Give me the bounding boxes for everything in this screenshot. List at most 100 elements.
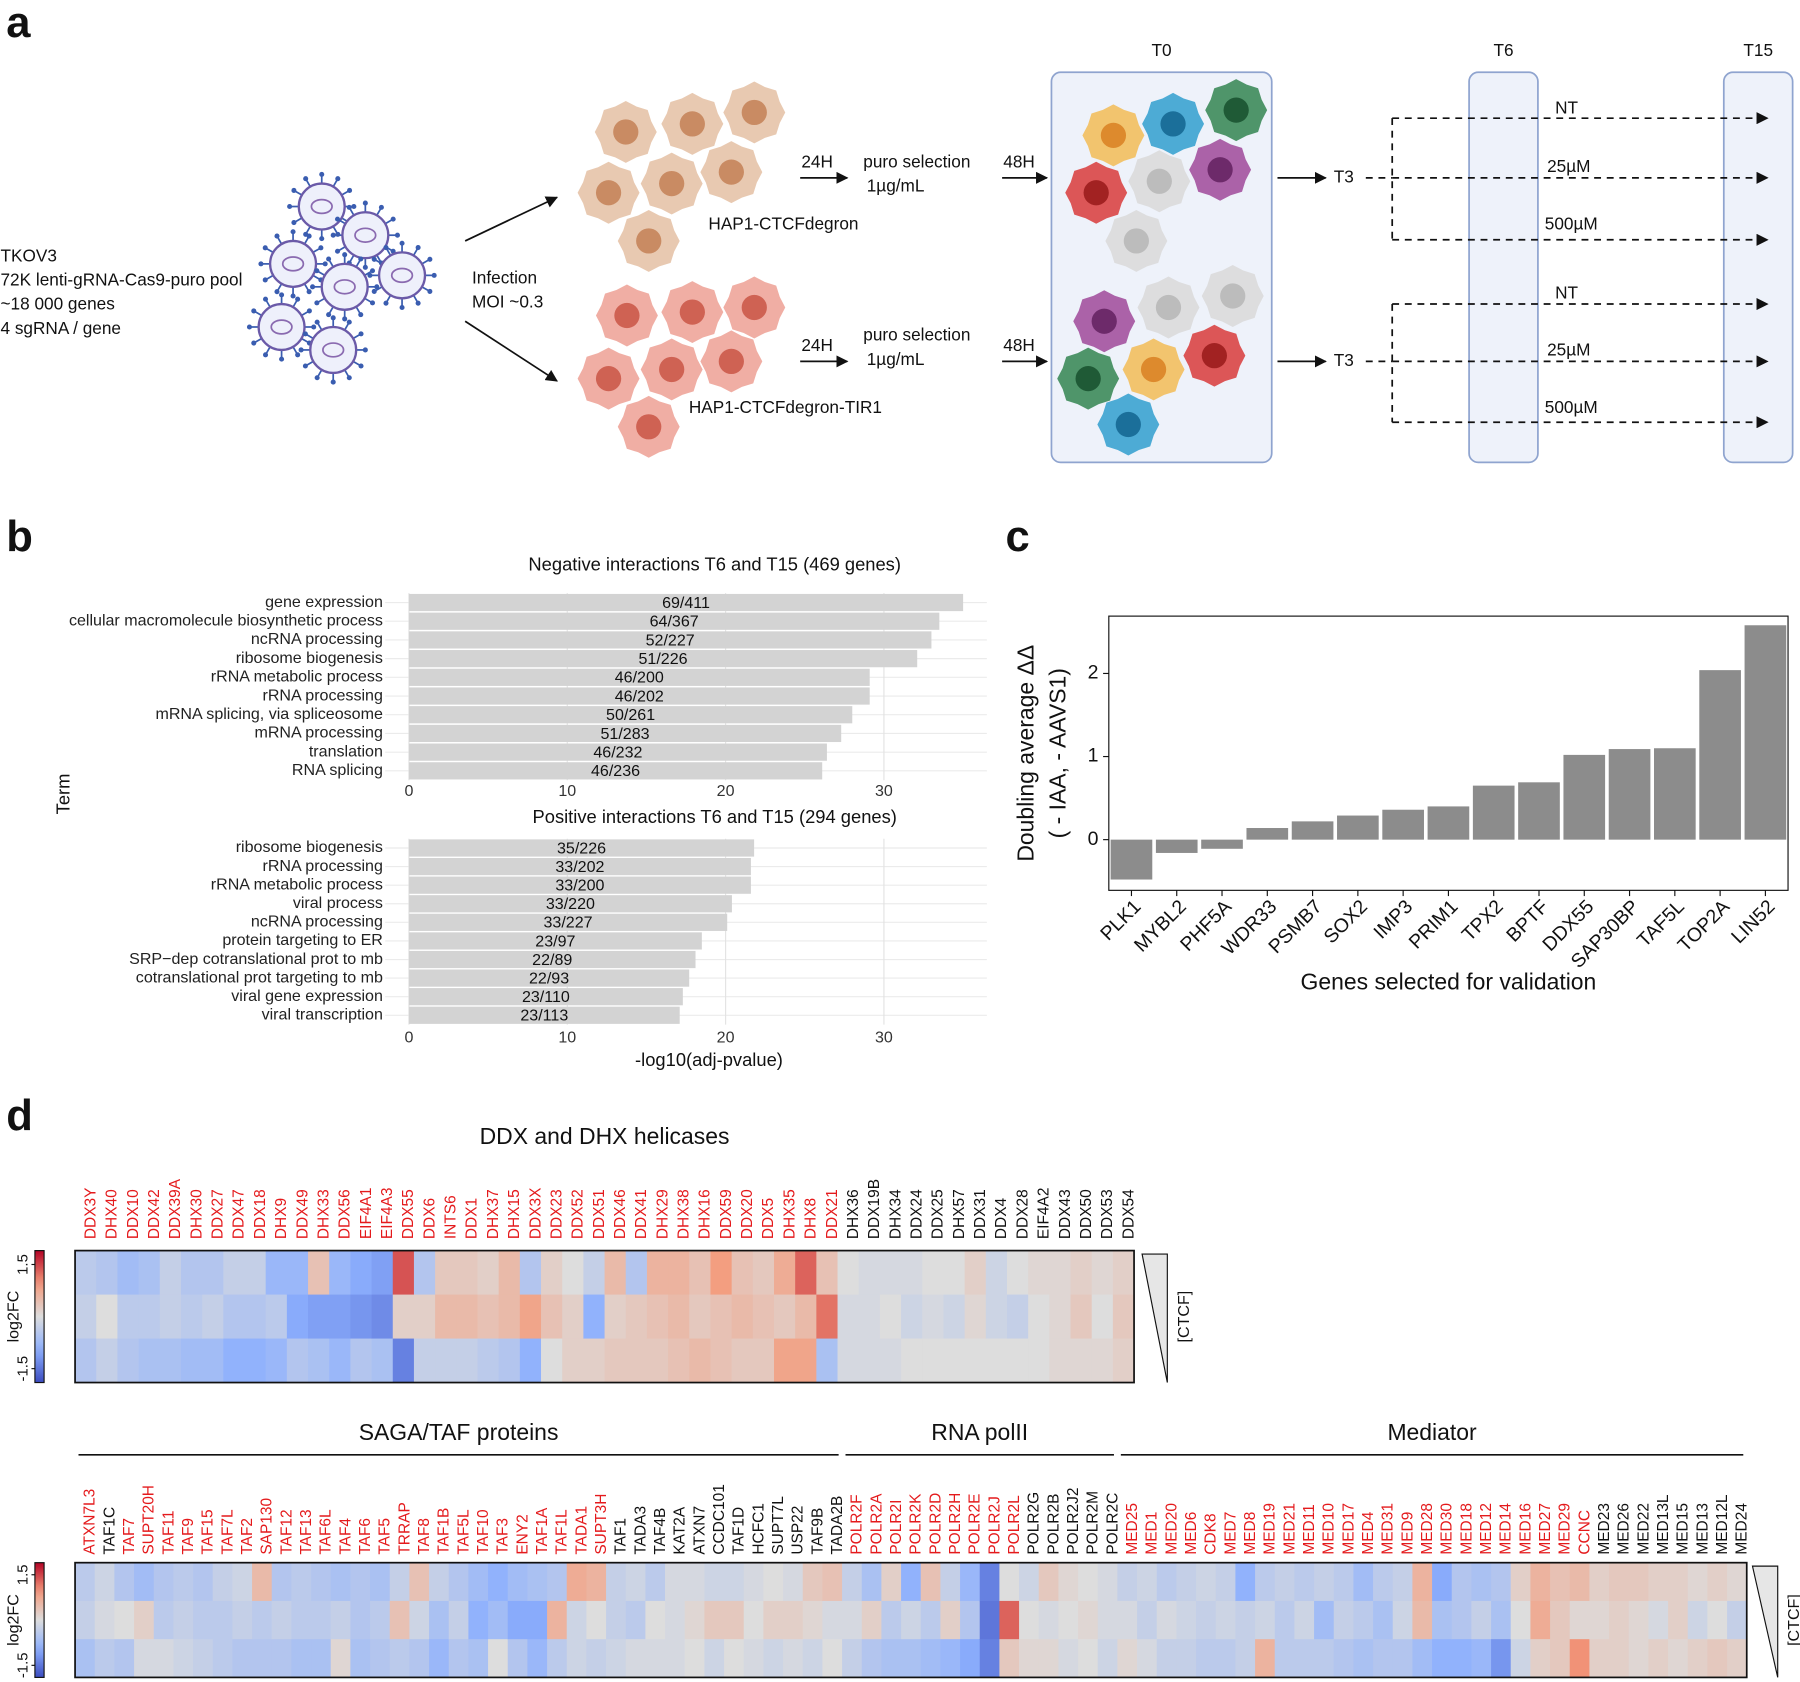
column-label: DDX6 bbox=[421, 1198, 438, 1239]
bar-label: 23/110 bbox=[522, 988, 570, 1006]
x-tick-label: 0 bbox=[404, 782, 413, 800]
virus-core bbox=[333, 279, 356, 295]
virus-spike-tip bbox=[335, 176, 341, 182]
heatmap-cell bbox=[1451, 1562, 1472, 1602]
bar bbox=[408, 932, 702, 950]
heatmap-cell bbox=[743, 1639, 764, 1678]
heatmap-cell bbox=[1070, 1250, 1093, 1296]
cell-line: HAP1-CTCFdegron-TIR1 bbox=[689, 397, 882, 417]
library-text: ~18 000 genes bbox=[0, 294, 114, 314]
timepoint-label: T0 bbox=[1152, 40, 1172, 60]
category-label: RNA splicing bbox=[292, 761, 383, 779]
heatmap-cell bbox=[1353, 1639, 1374, 1678]
heatmap-cell bbox=[435, 1294, 457, 1340]
bar bbox=[1382, 809, 1424, 840]
column-label: MED8 bbox=[1242, 1512, 1259, 1555]
virus-spike-tip bbox=[291, 187, 297, 193]
heatmap-cell bbox=[1255, 1600, 1276, 1640]
heatmap-cell bbox=[1049, 1250, 1071, 1296]
column-label: CCNC bbox=[1576, 1510, 1593, 1555]
time-label: 24H bbox=[801, 151, 833, 171]
heatmap-cell bbox=[94, 1600, 115, 1640]
column-label: TAF8 bbox=[416, 1518, 433, 1555]
column-label: DDX3X bbox=[527, 1188, 544, 1240]
heatmap-cell bbox=[413, 1250, 436, 1296]
bar-label: 33/227 bbox=[544, 914, 593, 932]
nucleus bbox=[636, 414, 662, 440]
heatmap-cell bbox=[308, 1338, 330, 1384]
x-tick-label: SOX2 bbox=[1320, 896, 1372, 948]
heatmap-cell bbox=[1058, 1562, 1079, 1602]
heatmap-cell bbox=[586, 1600, 607, 1640]
heatmap-cell bbox=[541, 1250, 563, 1296]
nucleus bbox=[741, 294, 767, 321]
virus-spike-tip bbox=[326, 312, 332, 318]
heatmap-cell bbox=[943, 1294, 966, 1340]
heatmap-cell bbox=[842, 1639, 863, 1678]
heatmap-cell bbox=[1609, 1639, 1630, 1678]
heatmap-cell bbox=[665, 1562, 686, 1602]
heatmap-cell bbox=[1530, 1600, 1551, 1640]
heatmap-cell bbox=[330, 1600, 351, 1640]
virus-spike-tip bbox=[326, 256, 332, 262]
heatmap-cell bbox=[985, 1250, 1008, 1296]
heatmap-cell bbox=[252, 1639, 273, 1678]
heatmap-cell bbox=[861, 1639, 882, 1678]
heatmap-cell bbox=[668, 1294, 690, 1340]
column-label: MED17 bbox=[1340, 1503, 1357, 1555]
column-label: DHX15 bbox=[506, 1189, 523, 1239]
column-label: ENY2 bbox=[514, 1514, 531, 1554]
panel-label: b bbox=[6, 513, 33, 561]
virus-spike-tip bbox=[246, 324, 252, 330]
heatmap-cell bbox=[858, 1338, 881, 1384]
heatmap-cell bbox=[920, 1600, 941, 1640]
virus bbox=[257, 302, 306, 352]
column-label: POLR2E bbox=[967, 1494, 984, 1555]
selection-text: puro selection bbox=[863, 151, 970, 171]
heatmap-cell bbox=[979, 1562, 1000, 1602]
heatmap-cell bbox=[1569, 1639, 1590, 1678]
heatmap-cell bbox=[212, 1639, 233, 1678]
heatmap-cell bbox=[350, 1338, 373, 1384]
heatmap-cell bbox=[1137, 1562, 1158, 1602]
heatmap-cell bbox=[1589, 1562, 1610, 1602]
category-label: viral process bbox=[293, 894, 383, 912]
column-label: MED7 bbox=[1222, 1512, 1239, 1555]
column-label: MED15 bbox=[1675, 1503, 1692, 1555]
column-label: POLR2A bbox=[868, 1493, 885, 1555]
heatmap-cell bbox=[979, 1600, 1000, 1640]
bar-label: 69/411 bbox=[662, 594, 710, 612]
heatmap-cell bbox=[392, 1294, 415, 1340]
heatmap-cell bbox=[202, 1250, 224, 1296]
heatmap-cell bbox=[159, 1250, 182, 1296]
bar-label: 52/227 bbox=[646, 631, 695, 649]
heatmap-cell bbox=[665, 1600, 686, 1640]
heatmap-cell bbox=[1255, 1639, 1276, 1678]
column-label: DHX36 bbox=[845, 1189, 862, 1239]
column-label: TAF6L bbox=[318, 1509, 335, 1555]
heatmap-cell bbox=[1707, 1600, 1728, 1640]
heatmap-cell bbox=[1058, 1600, 1079, 1640]
bar bbox=[408, 668, 870, 686]
heatmap-cell bbox=[193, 1600, 214, 1640]
heatmap-cell bbox=[308, 1250, 330, 1296]
column-label: DHX30 bbox=[188, 1189, 205, 1239]
heatmap-cell bbox=[625, 1562, 646, 1602]
heatmap-cell bbox=[134, 1562, 155, 1602]
column-label: SUPT20H bbox=[141, 1485, 158, 1555]
colorbar-tick-label: 1.5 bbox=[15, 1254, 31, 1275]
heatmap-cell bbox=[1491, 1600, 1512, 1640]
virus-spike-tip bbox=[318, 245, 324, 251]
heatmap-cell bbox=[586, 1562, 607, 1602]
heatmap-cell bbox=[1176, 1562, 1197, 1602]
heatmap-cell bbox=[783, 1562, 804, 1602]
heatmap-cell bbox=[861, 1562, 882, 1602]
heatmap-cell bbox=[1392, 1600, 1413, 1640]
heatmap-cell bbox=[724, 1639, 745, 1678]
bar-label: 51/226 bbox=[639, 650, 688, 668]
heatmap-cell bbox=[477, 1250, 500, 1296]
bar bbox=[1337, 815, 1379, 840]
virus-spike-tip bbox=[346, 375, 352, 381]
column-label: DHX34 bbox=[887, 1189, 904, 1239]
heatmap-cell bbox=[1530, 1562, 1551, 1602]
